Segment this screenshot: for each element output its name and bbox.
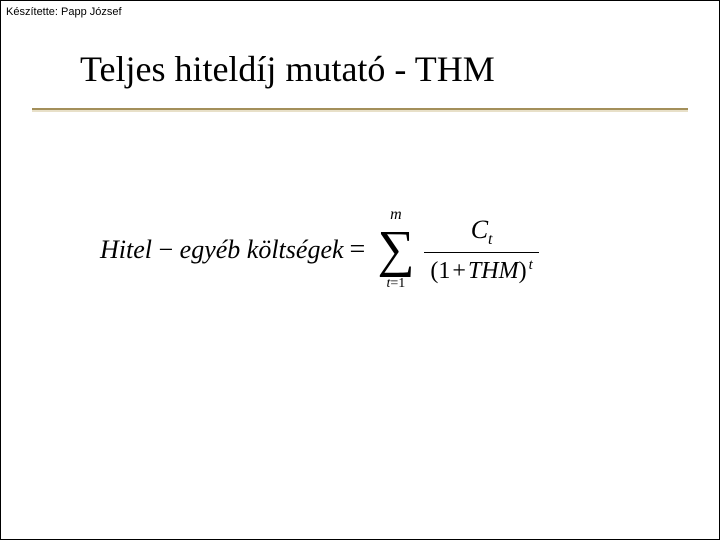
denominator: (1+THM)t bbox=[424, 252, 538, 285]
den-exponent-t: t bbox=[529, 257, 533, 273]
numerator: Ct bbox=[424, 215, 538, 251]
summation: m ∑ t=1 bbox=[377, 224, 414, 276]
thm-equation: Hitel − egyéb költségek = m ∑ t=1 Ct (1+… bbox=[100, 200, 640, 300]
sum-upper-limit: m bbox=[377, 206, 414, 224]
den-thm: THM bbox=[468, 258, 519, 284]
slide-title: Teljes hiteldíj mutató - THM bbox=[80, 48, 495, 90]
num-sub-t: t bbox=[488, 232, 492, 249]
title-underline-light bbox=[32, 110, 688, 112]
author-label: Készítette: Papp József bbox=[6, 6, 122, 18]
lhs-kolt: költségek bbox=[240, 235, 343, 264]
equals-sign: = bbox=[350, 234, 366, 266]
equation-row: Hitel − egyéb költségek = m ∑ t=1 Ct (1+… bbox=[100, 200, 640, 300]
den-one: 1 bbox=[438, 258, 450, 284]
lhs-egyeb: egyéb bbox=[180, 235, 241, 264]
den-close-paren: ) bbox=[519, 258, 527, 284]
den-plus: + bbox=[452, 258, 466, 284]
sum-lower-limit: t=1 bbox=[377, 276, 414, 292]
num-c: C bbox=[471, 215, 488, 244]
lhs-minus: − bbox=[152, 235, 180, 264]
sum-index-val: 1 bbox=[398, 276, 405, 291]
lhs-hitel: Hitel bbox=[100, 235, 152, 264]
equation-lhs: Hitel − egyéb költségek bbox=[100, 235, 344, 265]
fraction: Ct (1+THM)t bbox=[424, 215, 538, 284]
sigma-symbol: ∑ bbox=[377, 221, 414, 278]
